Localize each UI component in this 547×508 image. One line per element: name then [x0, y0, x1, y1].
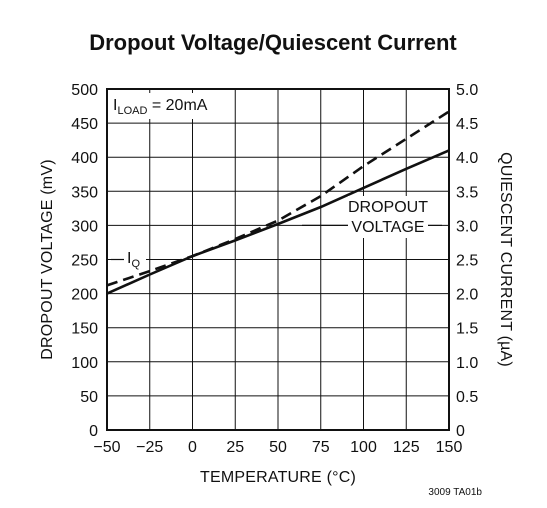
plot-frame [106, 88, 450, 431]
y-right-tick-label: 5.0 [456, 82, 478, 99]
y-right-tick-label: 3.5 [456, 184, 478, 201]
y-right-tick-label: 1.5 [456, 321, 478, 338]
x-tick-label: 50 [269, 439, 287, 456]
y-left-tick-label: 100 [71, 355, 98, 372]
load-annotation-bg [109, 93, 221, 119]
dropout-annotation-bg [348, 196, 428, 238]
dropout-annotation-line2: VOLTAGE [351, 219, 424, 236]
series-layer [106, 110, 450, 295]
figure-code: 3009 TA01b [428, 487, 482, 498]
y-left-tick-label: 150 [71, 321, 98, 338]
y-left-tick-label: 350 [71, 184, 98, 201]
x-tick-label: 125 [393, 439, 420, 456]
x-tick-label: 100 [350, 439, 377, 456]
y-right-tick-label: 3.0 [456, 218, 478, 235]
y-right-tick-label: 2.5 [456, 253, 478, 270]
quiescent-current-line [106, 110, 450, 287]
y-left-tick-label: 250 [71, 253, 98, 270]
y-left-tick-label: 300 [71, 218, 98, 235]
x-tick-label: −50 [93, 439, 120, 456]
x-tick-label: −25 [136, 439, 163, 456]
x-axis-label: TEMPERATURE (°C) [200, 469, 356, 486]
y-right-tick-label: 2.0 [456, 287, 478, 304]
y-axis-label-right: QUIESCENT CURRENT (µA) [497, 152, 514, 367]
grid [106, 88, 450, 431]
y-left-tick-label: 0 [89, 423, 98, 440]
y-right-tick-label: 4.5 [456, 116, 478, 133]
x-tick-label: 150 [436, 439, 463, 456]
iq-annotation-bg [124, 246, 146, 268]
dropout-annotation-line1: DROPOUT [348, 199, 428, 216]
annotations: ILOAD = 20mA IQ DROPOUT VOLTAGE 3009 TA01b [109, 93, 482, 498]
y-right-tick-label: 4.0 [456, 150, 478, 167]
y-left-tick-label: 400 [71, 150, 98, 167]
y-left-tick-label: 200 [71, 287, 98, 304]
y-left-tick-label: 500 [71, 82, 98, 99]
y-axis-label-left: DROPOUT VOLTAGE (mV) [39, 159, 56, 359]
x-tick-label: 25 [226, 439, 244, 456]
load-annotation: ILOAD = 20mA [113, 97, 208, 117]
x-tick-label: 0 [188, 439, 197, 456]
axis-labels: TEMPERATURE (°C) DROPOUT VOLTAGE (mV) QUIE… [39, 152, 514, 486]
iq-annotation: IQ [127, 250, 140, 270]
x-tick-label: 75 [312, 439, 330, 456]
tick-labels: −50 −25 0 25 50 75 100 125 150050100150200250300… [71, 82, 478, 456]
chart-title: Dropout Voltage/Quiescent Current [89, 30, 457, 55]
y-left-tick-label: 450 [71, 116, 98, 133]
y-right-tick-label: 1.0 [456, 355, 478, 372]
dropout-voltage-line [106, 149, 450, 295]
y-left-tick-label: 50 [80, 389, 98, 406]
y-right-tick-label: 0 [456, 423, 465, 440]
y-right-tick-label: 0.5 [456, 389, 478, 406]
